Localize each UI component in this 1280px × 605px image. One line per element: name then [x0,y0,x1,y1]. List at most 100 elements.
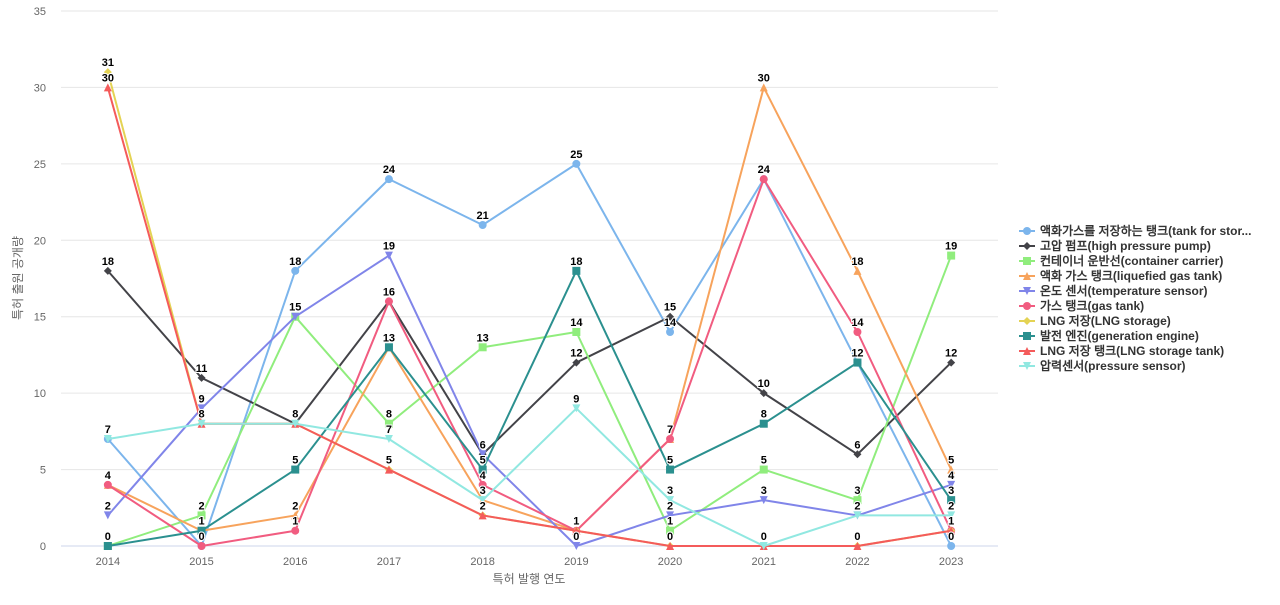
data-point[interactable] [853,328,862,336]
data-point[interactable] [853,358,862,367]
data-point[interactable] [666,526,675,535]
data-point[interactable] [384,419,393,428]
data-point[interactable] [947,542,956,550]
series-line[interactable] [106,254,953,547]
data-point[interactable] [291,266,300,275]
data-point[interactable] [759,542,768,550]
data-point[interactable] [103,83,112,92]
data-label: 4 [948,470,955,482]
data-point[interactable] [103,266,112,275]
data-point[interactable] [759,389,768,398]
data-label: 2 [105,500,111,512]
data-point[interactable] [197,511,206,520]
data-label: 2 [480,500,486,512]
data-point[interactable] [759,175,768,184]
data-label: 31 [102,57,114,69]
data-point[interactable] [291,419,300,428]
data-point[interactable] [197,419,206,428]
data-point[interactable] [384,175,393,184]
data-point[interactable] [572,542,581,550]
series-line[interactable] [106,178,953,547]
data-point[interactable] [572,159,581,168]
legend-item[interactable]: 압력센서(pressure sensor) [1019,358,1277,373]
data-point[interactable] [197,373,206,382]
data-point[interactable] [384,343,393,352]
data-point[interactable] [947,465,956,474]
data-point[interactable] [759,465,768,474]
data-point[interactable] [666,496,675,505]
data-point[interactable] [197,542,206,550]
data-label: 5 [667,455,673,467]
legend-label: 가스 탱크(gas tank) [1040,299,1145,313]
data-point[interactable] [478,221,487,229]
series-line[interactable] [106,407,953,547]
data-point[interactable] [103,480,112,489]
data-point[interactable] [759,83,768,92]
legend-item[interactable]: 가스 탱크(gas tank) [1019,298,1277,313]
data-point[interactable] [291,312,300,321]
data-point[interactable] [572,266,581,275]
data-point[interactable] [103,68,112,77]
data-point[interactable] [291,511,300,520]
legend-item[interactable]: LNG 저장(LNG storage) [1019,313,1277,328]
data-point[interactable] [478,343,487,352]
data-point[interactable] [853,542,862,550]
legend-item[interactable]: 온도 센서(temperature sensor) [1019,283,1277,298]
data-point[interactable] [384,251,393,260]
data-point[interactable] [478,511,487,520]
data-point[interactable] [947,526,956,535]
data-point[interactable] [478,496,487,505]
data-point[interactable] [947,480,956,489]
series-line[interactable] [106,269,953,547]
data-point[interactable] [947,511,956,520]
data-point[interactable] [853,450,862,459]
legend-swatch [1019,271,1035,280]
data-label: 3 [480,485,486,497]
legend-swatch [1019,286,1035,295]
data-point[interactable] [666,435,675,443]
data-point[interactable] [666,312,675,321]
data-point[interactable] [103,435,112,443]
legend-item[interactable]: LNG 저장 탱크(LNG storage tank) [1019,343,1277,358]
data-point[interactable] [103,542,112,550]
data-point[interactable] [666,328,675,336]
data-point[interactable] [384,465,393,474]
data-point[interactable] [947,496,956,505]
data-point[interactable] [478,450,487,459]
data-point[interactable] [853,266,862,275]
series-line[interactable] [106,162,953,547]
series-line[interactable] [106,71,953,547]
data-point[interactable] [478,480,487,489]
series-line[interactable] [106,86,953,532]
data-point[interactable] [947,251,956,260]
data-point[interactable] [197,526,206,535]
data-point[interactable] [572,404,581,413]
legend-item[interactable]: 발전 엔진(generation engine) [1019,328,1277,343]
legend-item[interactable]: 액화가스를 저장하는 탱크(tank for stor... [1019,223,1277,238]
data-point[interactable] [947,358,956,367]
data-point[interactable] [759,496,768,505]
legend-item[interactable]: 액화 가스 탱크(liquefied gas tank) [1019,268,1277,283]
data-point[interactable] [384,435,393,443]
data-point[interactable] [478,465,487,474]
series-line[interactable] [106,269,953,456]
data-point[interactable] [103,511,112,520]
data-point[interactable] [759,419,768,428]
data-point[interactable] [572,328,581,336]
data-point[interactable] [853,511,862,520]
data-point[interactable] [666,542,675,550]
data-point[interactable] [291,526,300,535]
data-point[interactable] [666,465,675,474]
data-point[interactable] [291,465,300,474]
data-point[interactable] [197,404,206,413]
data-point[interactable] [384,297,393,306]
legend-item[interactable]: 컨테이너 운반선(container carrier) [1019,253,1277,268]
data-point[interactable] [572,526,581,535]
data-label: 6 [854,439,860,451]
data-point[interactable] [572,358,581,367]
series-line[interactable] [106,254,953,547]
data-point[interactable] [666,511,675,520]
data-label: 2 [854,500,860,512]
legend-item[interactable]: 고압 펌프(high pressure pump) [1019,238,1277,253]
data-point[interactable] [853,496,862,505]
